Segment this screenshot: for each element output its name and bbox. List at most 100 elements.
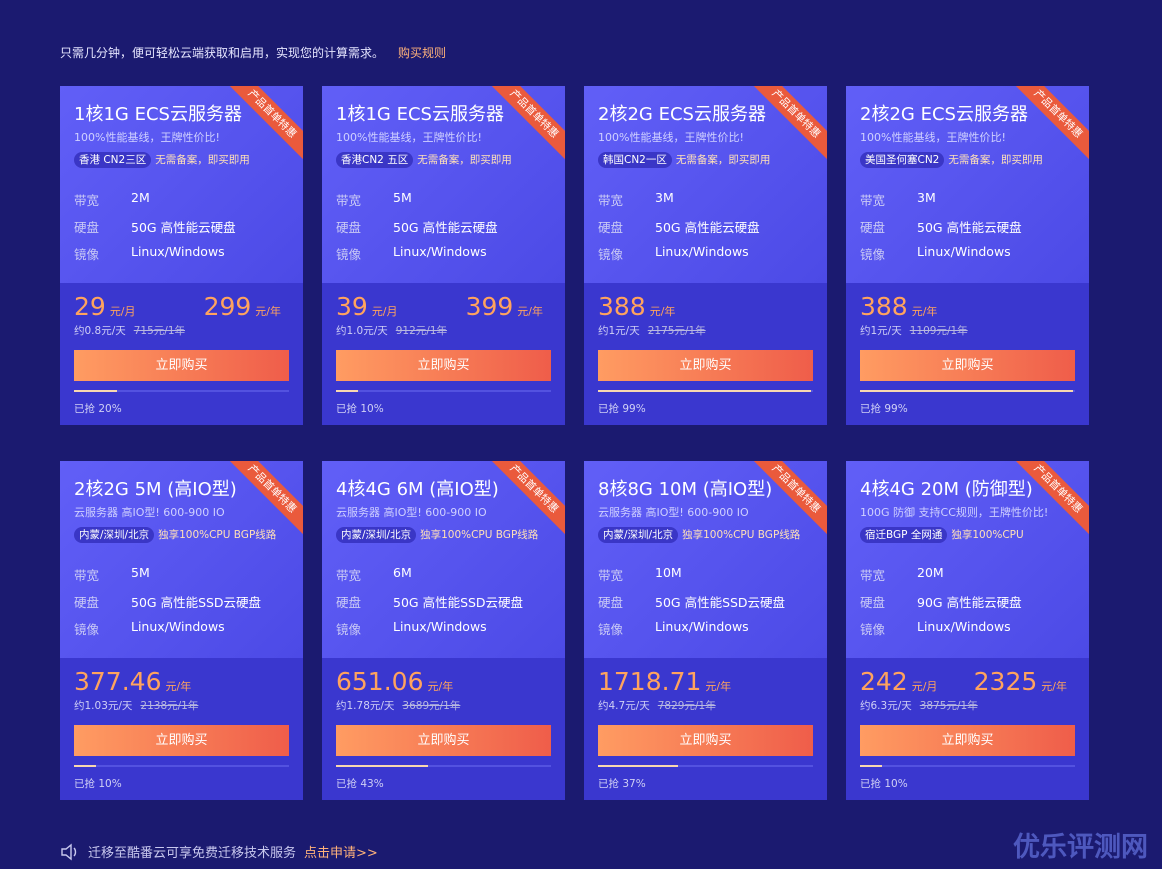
spec-value: Linux/Windows	[393, 619, 487, 634]
spec-value: 10M	[655, 565, 682, 580]
progress-fill	[74, 390, 117, 392]
buy-button[interactable]: 立即购买	[860, 350, 1075, 381]
spec-key: 镜像	[336, 622, 362, 637]
tag: 独享100%CPU BGP线路	[420, 529, 539, 541]
price-unit: 元/年	[517, 305, 543, 318]
original-price: 2175元/1年	[647, 325, 706, 337]
per-day: 约1.78元/天 3689元/1年	[336, 698, 460, 713]
spec-value: 3M	[917, 190, 936, 205]
spec-key: 带宽	[74, 568, 100, 583]
price: 299 元/年	[204, 292, 281, 321]
original-price: 3875元/1年	[919, 700, 978, 712]
per-day: 约1元/天 2175元/1年	[598, 323, 706, 338]
product-card: 产品首单特惠 4核4G 20M (防御型) 100G 防御 支持CC规则，王牌性价比…	[846, 461, 1089, 800]
spec-key: 硬盘	[860, 595, 886, 610]
spec-key: 带宽	[336, 568, 362, 583]
card-subtitle: 云服务器 高IO型! 600-900 IO	[598, 506, 749, 519]
spec-key: 带宽	[860, 568, 886, 583]
tags: 宿迁BGP 全网通 独享100%CPU	[860, 527, 1024, 543]
tag: 内蒙/深圳/北京	[336, 527, 417, 543]
progress-track	[598, 765, 813, 767]
buy-button[interactable]: 立即购买	[74, 350, 289, 381]
price: 388 元/年	[598, 292, 675, 321]
price-unit: 元/年	[1041, 680, 1067, 693]
card-subtitle: 100%性能基线，王牌性价比!	[860, 131, 1006, 144]
tags: 香港 CN2三区 无需备案，即买即用	[74, 152, 250, 168]
per-day-price: 约4.7元/天	[598, 700, 650, 712]
buy-button[interactable]: 立即购买	[860, 725, 1075, 756]
spec-value: 50G 高性能SSD云硬盘	[393, 595, 524, 610]
tag: 内蒙/深圳/北京	[74, 527, 155, 543]
card-subtitle: 云服务器 高IO型! 600-900 IO	[74, 506, 225, 519]
progress-track	[860, 765, 1075, 767]
sold-label: 已抢 10%	[336, 403, 384, 415]
buy-button[interactable]: 立即购买	[74, 725, 289, 756]
tag: 独享100%CPU BGP线路	[682, 529, 801, 541]
per-day: 约0.8元/天 715元/1年	[74, 323, 185, 338]
original-price: 1109元/1年	[909, 325, 968, 337]
per-day-price: 约0.8元/天	[74, 325, 126, 337]
spec-value: 90G 高性能云硬盘	[917, 595, 1022, 610]
progress-fill	[336, 765, 429, 767]
price-unit: 元/年	[427, 680, 454, 693]
tag: 无需备案，即买即用	[675, 154, 771, 166]
original-price: 3689元/1年	[402, 700, 461, 712]
spec-value: 2M	[131, 190, 150, 205]
price-unit: 元/月	[109, 305, 136, 318]
progress-track	[598, 390, 813, 392]
card-title: 4核4G 6M (高IO型)	[336, 479, 499, 500]
tag: 独享100%CPU	[951, 529, 1024, 541]
product-card: 产品首单特惠 8核8G 10M (高IO型) 云服务器 高IO型! 600-900 …	[584, 461, 827, 800]
original-price: 715元/1年	[133, 325, 186, 337]
per-day: 约1.03元/天 2138元/1年	[74, 698, 198, 713]
spec-value: Linux/Windows	[131, 619, 225, 634]
price-unit: 元/年	[705, 680, 732, 693]
price-amount: 1718.71	[598, 667, 702, 696]
rules-link[interactable]: 购买规则	[398, 46, 447, 60]
card-title: 2核2G 5M (高IO型)	[74, 479, 237, 500]
card-subtitle: 100G 防御 支持CC规则，王牌性价比!	[860, 506, 1049, 519]
price-amount: 2325	[973, 667, 1038, 696]
progress-fill	[860, 765, 882, 767]
original-price: 7829元/1年	[657, 700, 716, 712]
spec-key: 硬盘	[74, 220, 100, 235]
per-day-price: 约1.0元/天	[336, 325, 388, 337]
price: 29 元/月	[74, 292, 136, 321]
spec-value: 50G 高性能SSD云硬盘	[131, 595, 262, 610]
buy-button[interactable]: 立即购买	[336, 725, 551, 756]
progress-fill	[336, 390, 358, 392]
progress-track	[336, 390, 551, 392]
spec-key: 硬盘	[336, 220, 362, 235]
per-day: 约1.0元/天 912元/1年	[336, 323, 447, 338]
card-subtitle: 100%性能基线，王牌性价比!	[336, 131, 482, 144]
spec-key: 带宽	[74, 193, 100, 208]
product-card: 产品首单特惠 1核1G ECS云服务器 100%性能基线，王牌性价比! 香港CN2 五…	[322, 86, 565, 425]
price: 388 元/年	[860, 292, 937, 321]
price-unit: 元/年	[911, 305, 938, 318]
buy-button[interactable]: 立即购买	[598, 725, 813, 756]
price-amount: 399	[465, 292, 514, 321]
buy-button[interactable]: 立即购买	[598, 350, 813, 381]
spec-key: 镜像	[860, 622, 886, 637]
buy-button[interactable]: 立即购买	[336, 350, 551, 381]
price-amount: 29	[74, 292, 106, 321]
spec-value: 50G 高性能云硬盘	[917, 220, 1022, 235]
sold-label: 已抢 43%	[336, 778, 384, 790]
spec-value: 3M	[655, 190, 674, 205]
card-title: 4核4G 20M (防御型)	[860, 479, 1033, 500]
price-unit: 元/年	[255, 305, 281, 318]
product-card: 产品首单特惠 2核2G 5M (高IO型) 云服务器 高IO型! 600-900 I…	[60, 461, 303, 800]
product-card: 产品首单特惠 4核4G 6M (高IO型) 云服务器 高IO型! 600-900 I…	[322, 461, 565, 800]
product-card: 产品首单特惠 1核1G ECS云服务器 100%性能基线，王牌性价比! 香港 CN2三…	[60, 86, 303, 425]
apply-link[interactable]: 点击申请>>	[304, 846, 378, 861]
price: 399 元/年	[466, 292, 543, 321]
sold-label: 已抢 10%	[860, 778, 908, 790]
price-unit: 元/年	[649, 305, 676, 318]
header: 只需几分钟，便可轻松云端获取和启用，实现您的计算需求。 购买规则	[60, 44, 446, 61]
progress-fill	[598, 765, 678, 767]
tag: 韩国CN2一区	[598, 152, 672, 168]
price-amount: 299	[203, 292, 252, 321]
spec-key: 硬盘	[598, 595, 624, 610]
spec-value: 6M	[393, 565, 412, 580]
